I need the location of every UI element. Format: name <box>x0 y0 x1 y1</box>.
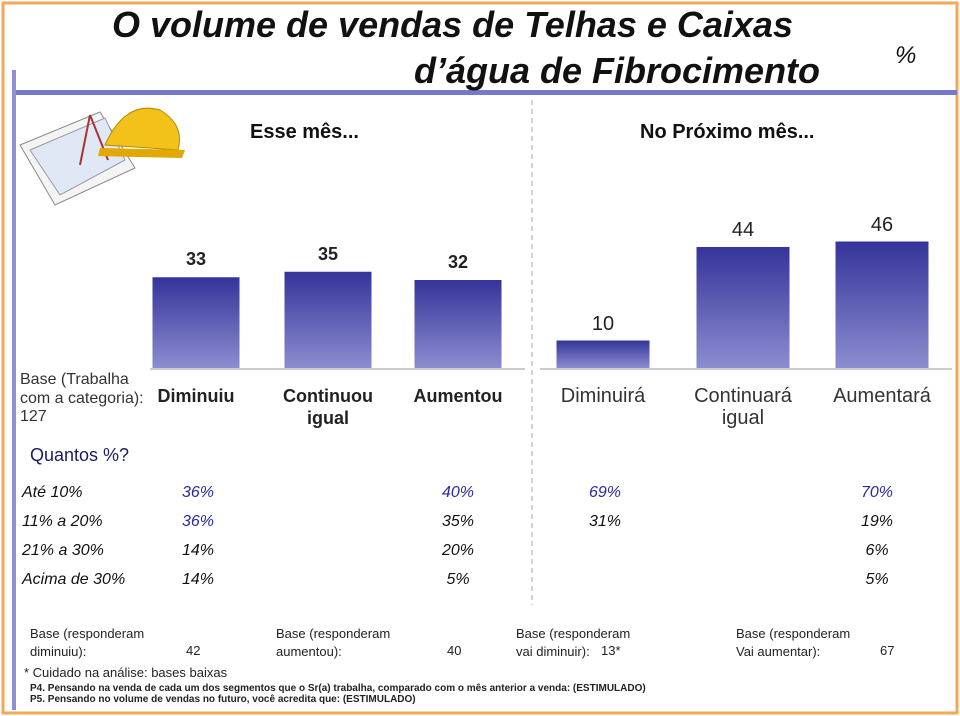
row-label: Acima de 30% <box>22 571 126 588</box>
table-cell: 36% <box>181 513 215 530</box>
table-cell: 36% <box>181 484 215 501</box>
sample-base-value: 127 <box>20 408 47 425</box>
value-label: 46 <box>870 213 894 236</box>
title: d’água de Fibrocimento <box>414 50 821 91</box>
note: * Cuidado na análise: bases baixas <box>24 665 228 680</box>
table-cell: 31% <box>588 513 622 530</box>
table-cell: 35% <box>441 513 475 530</box>
base-value: 67 <box>880 643 895 658</box>
table-cell: 40% <box>441 484 475 501</box>
value-label: 35 <box>317 243 339 264</box>
value-label: 44 <box>731 219 755 241</box>
note: P4. Pensando na venda de cada um dos seg… <box>30 683 646 694</box>
left-rule <box>12 70 16 710</box>
base-label: Base (responderam aumentou): <box>276 626 391 659</box>
value-label: 33 <box>185 249 207 270</box>
bar <box>696 247 790 368</box>
table-cell: 19% <box>860 513 894 530</box>
sample-base: Base (Trabalha com a categoria): <box>20 371 144 407</box>
base-label: Base (responderam Vai aumentar): <box>736 626 851 659</box>
title: O volume de vendas de Telhas e Caixas <box>112 4 793 45</box>
table-cell: 6% <box>865 542 889 559</box>
title-rule <box>12 90 957 95</box>
table-cell: 70% <box>860 484 894 501</box>
category-label: Aumentará <box>833 385 931 407</box>
table-cell: 69% <box>588 484 622 501</box>
bar <box>556 340 650 368</box>
category-label: Aumentou <box>413 386 503 406</box>
value-label: 10 <box>591 312 615 335</box>
row-label: 21% a 30% <box>22 542 104 559</box>
bar <box>284 271 372 368</box>
table-cell: 20% <box>441 542 475 559</box>
clipart <box>19 107 185 206</box>
question: Quantos %? <box>30 445 130 465</box>
row-label: 11% a 20% <box>22 513 103 530</box>
unit: % <box>895 42 917 69</box>
base-value: 42 <box>186 643 201 658</box>
table-cell: 14% <box>181 542 215 559</box>
category-label: Continuou igual <box>283 386 373 428</box>
chart-title: No Próximo mês... <box>640 121 815 143</box>
bar <box>152 277 240 368</box>
base-label: Base (responderam diminuiu): <box>30 626 145 659</box>
table-cell: 5% <box>446 571 470 588</box>
bar <box>835 241 929 368</box>
base-label: Base (responderam vai diminuir): <box>516 626 631 659</box>
base-value: 40 <box>447 643 462 658</box>
category-label: Continuará igual <box>694 385 792 429</box>
table-cell: 14% <box>181 571 215 588</box>
category-label: Diminuiu <box>157 386 235 406</box>
chart-title: Esse mês... <box>250 121 359 143</box>
value-label: 32 <box>447 252 469 272</box>
bar <box>414 280 502 368</box>
base-value: 13* <box>601 643 621 658</box>
table-cell: 5% <box>865 571 889 588</box>
row-label: Até 10% <box>22 484 83 501</box>
category-label: Diminuirá <box>560 385 646 407</box>
note: P5. Pensando no volume de vendas no futu… <box>30 694 416 705</box>
